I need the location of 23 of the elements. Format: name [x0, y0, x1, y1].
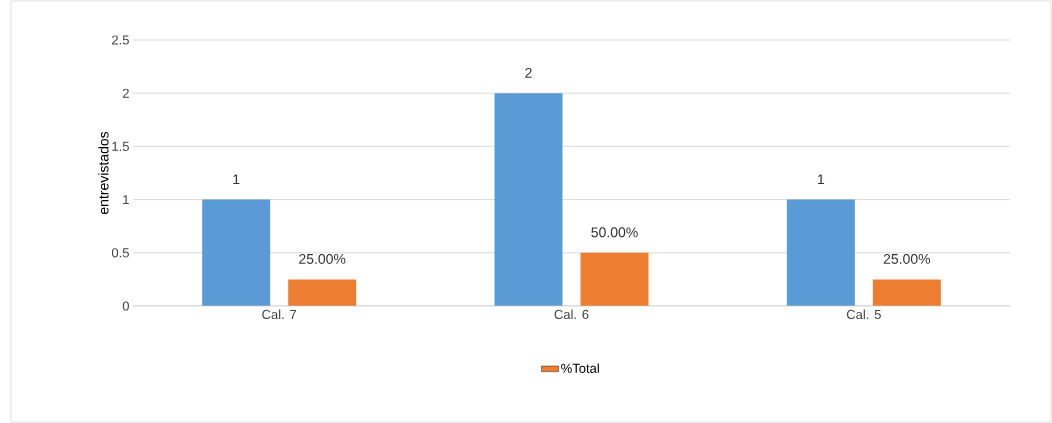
data-label: 1 — [233, 174, 240, 185]
bar — [872, 279, 941, 306]
data-label: 25.00% — [883, 253, 931, 264]
x-tick-label: Cal. 6 — [554, 309, 589, 320]
bar — [580, 252, 649, 306]
bar — [288, 279, 357, 306]
bar — [494, 93, 563, 306]
bar — [202, 199, 271, 306]
data-label: 1 — [818, 174, 825, 185]
data-label: 2 — [525, 67, 532, 78]
x-tick-label: Cal. 5 — [846, 309, 881, 320]
y-tick-label: 1 — [123, 195, 129, 205]
y-tick-label: 0.5 — [111, 248, 129, 258]
data-label: 50.00% — [591, 227, 638, 238]
y-tick-label: 1.5 — [112, 141, 129, 151]
data-label: 25.00% — [299, 253, 346, 264]
bar — [786, 199, 855, 306]
y-tick-label: 2.5 — [112, 35, 129, 45]
legend-label: %Total — [561, 363, 599, 373]
x-tick-label: Cal. 7 — [262, 309, 297, 320]
y-tick-label: 0 — [122, 301, 129, 311]
y-tick-label: 2 — [122, 88, 129, 98]
y-axis-title: entrevistados — [98, 131, 109, 215]
